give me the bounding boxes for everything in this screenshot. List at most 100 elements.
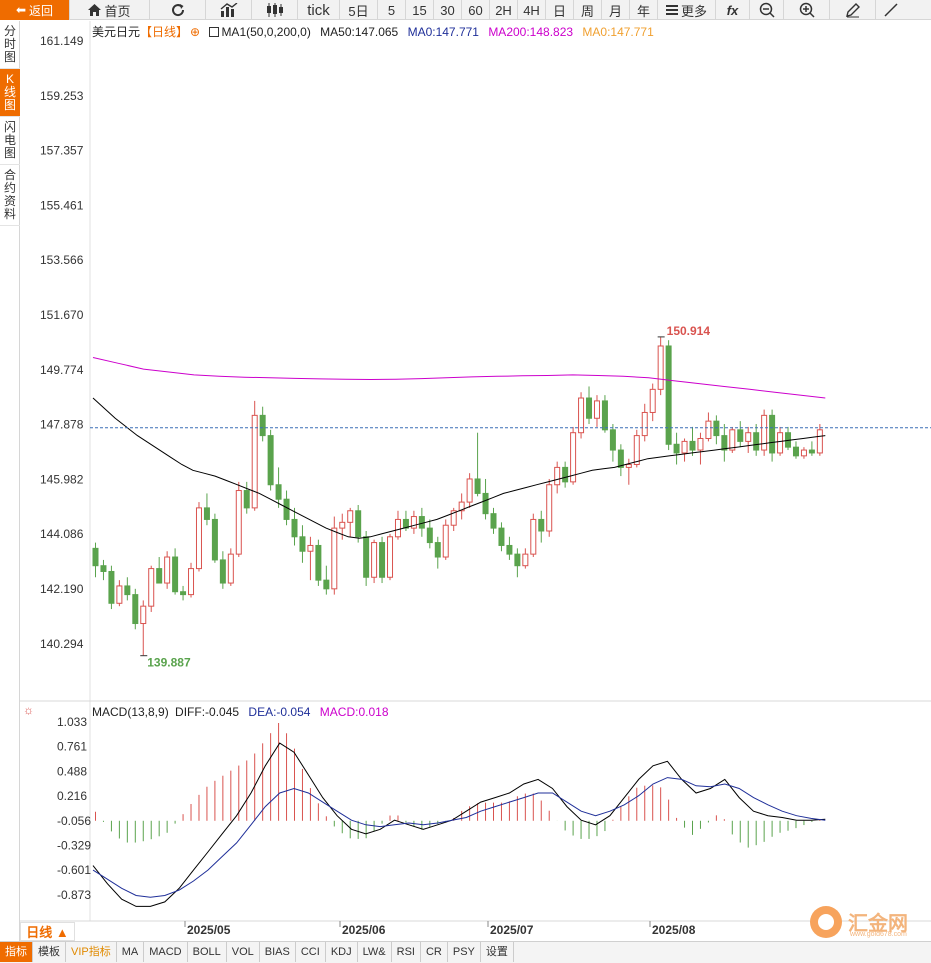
candle-down xyxy=(753,432,760,451)
kline-chart[interactable]: 161.149 159.253 157.357 155.461 153.566 151.6… xyxy=(20,21,931,941)
side-tab-label: 分时图 xyxy=(4,25,17,64)
chart-canvas[interactable]: 161.149 159.253 157.357 155.461 153.566 151.6… xyxy=(20,21,931,941)
line-tool-button[interactable] xyxy=(876,0,906,20)
period-year[interactable]: 年 xyxy=(630,0,658,20)
side-tab-flash[interactable]: 闪电图 xyxy=(0,117,20,165)
date-label: 2025/07 xyxy=(490,923,534,937)
candle-up xyxy=(195,507,202,570)
period-selector-label: 日线 ▲ xyxy=(26,925,69,940)
side-tab-timeshare[interactable]: 分时图 xyxy=(0,21,20,69)
period-week[interactable]: 周 xyxy=(574,0,602,20)
high-label: 150.914 xyxy=(667,324,711,338)
candle-up xyxy=(816,429,823,454)
indicator-tab-12[interactable]: CR xyxy=(421,942,448,962)
side-tab-char: 线 xyxy=(3,85,16,99)
indicator-tab-8[interactable]: CCI xyxy=(296,942,326,962)
price-tick-label: 159.253 xyxy=(40,89,84,103)
indicator-tab-10[interactable]: LW& xyxy=(358,942,392,962)
candlestick-icon xyxy=(266,3,283,17)
zoom-in-button[interactable] xyxy=(784,0,830,20)
formula-button[interactable]: fx xyxy=(716,0,750,20)
price-tick-label: 151.670 xyxy=(40,308,84,322)
indicator-tab-13[interactable]: PSY xyxy=(448,942,481,962)
indicator-tab-2[interactable]: VIP指标 xyxy=(66,942,117,962)
candle-up xyxy=(641,411,648,437)
indicator-tab-11[interactable]: RSI xyxy=(392,942,421,962)
macd-diff: DIFF:-0.045 xyxy=(175,705,240,719)
indicator-tab-9[interactable]: KDJ xyxy=(326,942,358,962)
indicator-tab-5[interactable]: BOLL xyxy=(188,942,227,962)
formula-icon: fx xyxy=(726,2,739,18)
refresh-button[interactable] xyxy=(150,0,206,20)
period-selector[interactable]: 日线 ▲ xyxy=(20,922,75,941)
side-tab-contract[interactable]: 合约资料 xyxy=(0,165,20,226)
period-day[interactable]: 日 xyxy=(546,0,574,20)
indicator-tab-14[interactable]: 设置 xyxy=(481,942,514,962)
side-tab-char: 闪 xyxy=(3,120,16,134)
tick-button[interactable]: tick xyxy=(298,0,340,20)
candle-up xyxy=(681,440,688,454)
candle-down xyxy=(124,585,131,596)
period-label: 日 xyxy=(552,3,566,19)
candle-up xyxy=(466,478,473,503)
indicator-tab-7[interactable]: BIAS xyxy=(260,942,296,962)
indicator-tab-6[interactable]: VOL xyxy=(227,942,260,962)
candle-down xyxy=(673,443,680,454)
candle-down xyxy=(808,449,815,454)
period-2h[interactable]: 2H xyxy=(490,0,518,20)
more-button[interactable]: 更多 xyxy=(658,0,716,20)
candle-down xyxy=(291,518,298,538)
candle-down xyxy=(267,435,274,486)
main-legend: 美元日元【日线】 ⊕ MA1(50,0,200,0) MA50:147.065 M… xyxy=(92,23,660,40)
candle-down xyxy=(355,510,362,538)
bar-chart-button[interactable] xyxy=(206,0,252,20)
candle-down xyxy=(156,568,163,584)
draw-tool-button[interactable] xyxy=(830,0,876,20)
candle-up xyxy=(410,516,417,529)
candle-down xyxy=(586,397,593,419)
macd-tick-label: -0.601 xyxy=(57,863,91,877)
candle-down xyxy=(108,570,115,604)
candle-down xyxy=(299,536,306,552)
side-tab-char: 电 xyxy=(3,133,16,147)
side-tab-char: 图 xyxy=(3,98,16,112)
period-15m[interactable]: 15 xyxy=(406,0,434,20)
back-button[interactable]: ⬅ 返回 xyxy=(0,0,70,20)
indicator-tab-0[interactable]: 指标 xyxy=(0,942,33,962)
period-4h[interactable]: 4H xyxy=(518,0,546,20)
zoom-out-button[interactable] xyxy=(750,0,784,20)
gear-icon: ☼ xyxy=(23,703,34,717)
home-button[interactable]: 首页 xyxy=(70,0,150,20)
candle-type-button[interactable] xyxy=(252,0,298,20)
candle-down xyxy=(418,516,425,529)
side-tab-char: 料 xyxy=(3,207,16,221)
period-5m[interactable]: 5 xyxy=(378,0,406,20)
indicator-tab-1[interactable]: 模板 xyxy=(33,942,66,962)
candle-up xyxy=(458,501,465,512)
period-label: 年 xyxy=(636,3,650,19)
candle-up xyxy=(188,568,195,596)
period-5d[interactable]: 5日 xyxy=(340,0,378,20)
ma200-value: MA200:148.823 xyxy=(488,25,574,39)
period-60m[interactable]: 60 xyxy=(462,0,490,20)
period-month[interactable]: 月 xyxy=(602,0,630,20)
candle-down xyxy=(100,565,107,572)
period-30m[interactable]: 30 xyxy=(434,0,462,20)
indicator-tab-3[interactable]: MA xyxy=(117,942,145,962)
candle-down xyxy=(434,542,441,558)
ma50-line xyxy=(92,397,826,539)
macd-dif-line xyxy=(92,742,826,907)
side-tab-char: 时 xyxy=(3,37,16,51)
candle-down xyxy=(203,507,210,520)
low-label: 139.887 xyxy=(147,656,191,670)
indicator-tab-4[interactable]: MACD xyxy=(144,942,188,962)
settings-icon[interactable]: ⊕ xyxy=(190,25,201,39)
indicator-tabs: 指标 模板 VIP指标 MA MACD BOLL VOL BIAS CCI KDJ LW& RSI CR… xyxy=(0,942,514,962)
candle-down xyxy=(132,594,139,625)
candle-up xyxy=(530,518,537,555)
candle-down xyxy=(514,553,521,567)
more-label: 更多 xyxy=(680,3,707,19)
side-tab-char: K xyxy=(5,72,14,86)
candle-up xyxy=(657,345,664,390)
